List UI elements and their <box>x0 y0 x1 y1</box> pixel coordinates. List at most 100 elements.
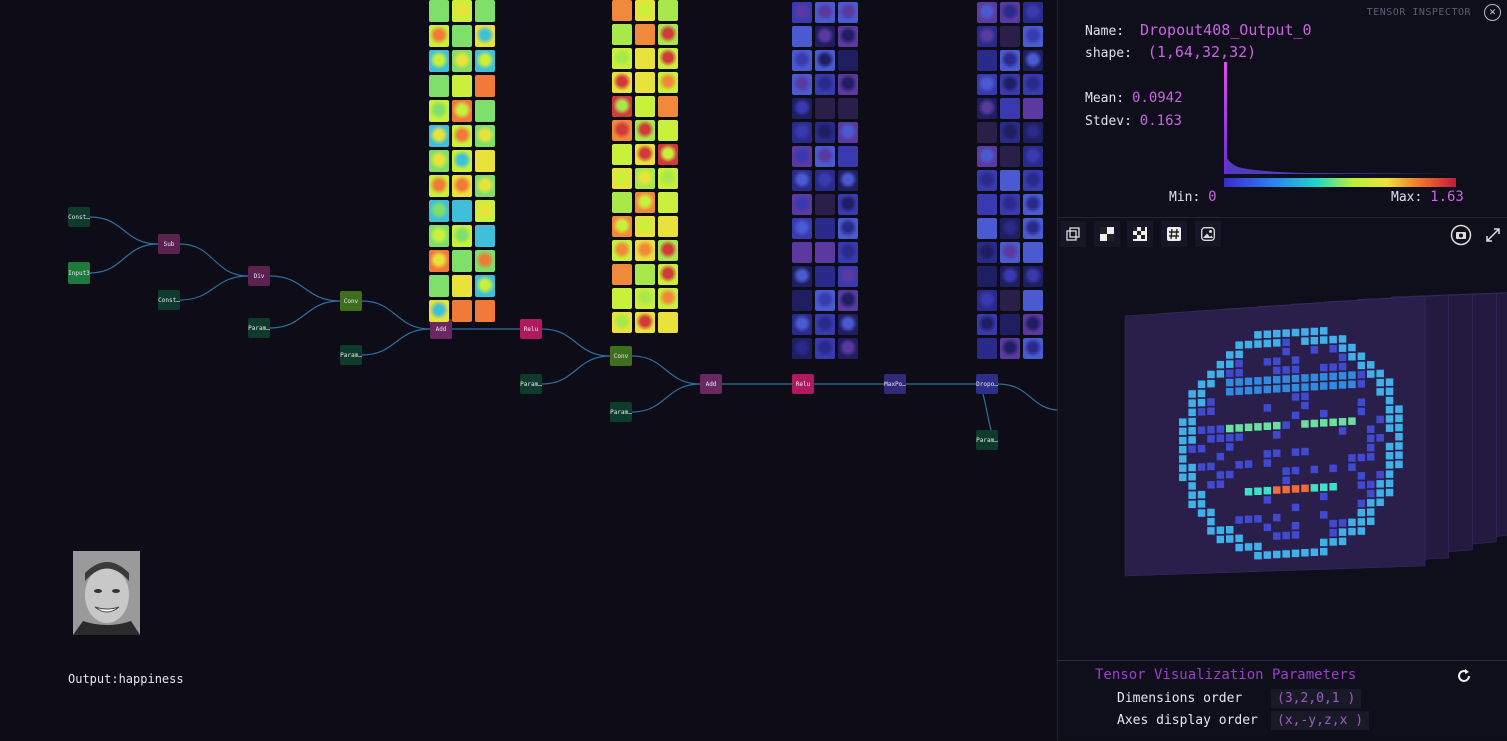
tensor-voxel <box>1376 370 1384 378</box>
tensor-voxel <box>1217 370 1225 378</box>
tensor-voxel <box>1207 463 1215 471</box>
feature-map-strip[interactable] <box>792 2 858 359</box>
feature-map-thumb <box>838 122 858 143</box>
feature-map-thumb <box>658 48 678 69</box>
value-histogram <box>1224 62 1456 188</box>
graph-node-relu1[interactable]: Relu <box>520 319 542 339</box>
tensor-voxel <box>1376 499 1384 507</box>
axes-order-input[interactable]: (x,-y,z,x ) <box>1271 711 1369 730</box>
feature-map-strip[interactable] <box>429 0 495 322</box>
feature-map-thumb <box>475 150 495 172</box>
feature-map-thumb <box>612 216 632 237</box>
tensor-voxel <box>1320 364 1328 372</box>
tensor-voxel <box>1273 551 1281 559</box>
tensor-voxel <box>1273 330 1281 338</box>
feature-map-strip[interactable] <box>612 0 678 333</box>
tensor-voxel <box>1358 527 1366 535</box>
feature-map-thumb <box>838 218 858 239</box>
close-button[interactable]: ✕ <box>1484 4 1501 21</box>
tensor-voxel <box>1245 488 1253 496</box>
graph-node-c5[interactable]: Param… <box>520 374 542 394</box>
graph-node-div[interactable]: Div <box>248 266 270 286</box>
tensor-voxel <box>1367 481 1375 489</box>
graph-node-conv1[interactable]: Conv <box>340 291 362 311</box>
tensor-voxel <box>1273 532 1281 540</box>
feature-map-thumb <box>612 312 632 333</box>
image-view-button[interactable] <box>1195 221 1221 247</box>
feature-map-thumb <box>815 98 835 119</box>
tensor-voxel <box>1386 378 1394 386</box>
tensor-voxel <box>1358 518 1366 526</box>
tensor-voxel <box>1179 446 1187 454</box>
close-icon: ✕ <box>1489 5 1496 18</box>
tensor-voxel <box>1376 471 1384 479</box>
copy-button[interactable] <box>1060 221 1086 247</box>
graph-node-c3[interactable]: Param… <box>248 318 270 338</box>
tensor-voxel <box>1188 418 1196 426</box>
checker-coarse-button[interactable] <box>1094 221 1120 247</box>
graph-canvas[interactable]: Const… Input3 Sub Const… Div Param… Conv Param…… <box>0 0 1057 740</box>
tensor-voxel <box>1292 467 1300 475</box>
tensor-voxel <box>1311 383 1319 391</box>
tensor-voxel <box>1358 362 1366 370</box>
tensor-voxel <box>1386 406 1394 414</box>
graph-node-add2[interactable]: Add <box>700 374 722 394</box>
grid-number-button[interactable] <box>1161 221 1187 247</box>
feature-map-thumb <box>815 218 835 239</box>
graph-node-in[interactable]: Input3 <box>68 262 90 284</box>
reset-icon[interactable] <box>1455 667 1473 685</box>
checker-fine-button[interactable] <box>1127 221 1153 247</box>
graph-node-c7[interactable]: Param… <box>976 430 998 450</box>
graph-edge <box>632 356 700 384</box>
graph-node-relu2[interactable]: Relu <box>792 374 814 394</box>
camera-button[interactable] <box>1448 222 1474 248</box>
graph-node-conv2[interactable]: Conv <box>610 346 632 366</box>
feature-map-thumb <box>612 168 632 189</box>
tensor-voxel <box>1367 370 1375 378</box>
stdev-key: Stdev: <box>1085 114 1132 129</box>
camera-icon <box>1450 224 1472 246</box>
tensor-voxel <box>1395 433 1403 441</box>
tensor-voxel <box>1245 516 1253 524</box>
feature-map-thumb <box>838 74 858 95</box>
tensor-voxel <box>1188 482 1196 490</box>
feature-map-thumb <box>612 0 632 21</box>
graph-node-pool[interactable]: MaxPo… <box>884 374 906 394</box>
feature-map-thumb <box>452 250 472 272</box>
feature-map-thumb <box>1023 122 1043 143</box>
feature-map-thumb <box>452 200 472 222</box>
tensor-voxel <box>1367 490 1375 498</box>
tensor-voxel <box>1348 353 1356 361</box>
feature-map-strip[interactable] <box>977 2 1043 359</box>
tensor-voxel <box>1292 375 1300 383</box>
graph-node-c1[interactable]: Const… <box>68 207 90 227</box>
tensor-voxel <box>1226 471 1234 479</box>
max-key: Max: <box>1391 190 1422 205</box>
graph-node-c4[interactable]: Param… <box>340 345 362 365</box>
expand-button[interactable] <box>1480 222 1506 248</box>
tensor-voxel <box>1311 549 1319 557</box>
tensor-voxel <box>1188 473 1196 481</box>
tensor-voxel <box>1311 466 1319 474</box>
tensor-3d-view[interactable] <box>1057 250 1507 660</box>
feature-map-thumb <box>475 300 495 322</box>
tensor-voxel <box>1217 536 1225 544</box>
graph-node-sub[interactable]: Sub <box>158 234 180 254</box>
mean-value: 0.0942 <box>1132 90 1183 106</box>
graph-node-add1[interactable]: Add <box>430 319 452 339</box>
tensor-voxel <box>1254 552 1262 560</box>
feature-map-thumb <box>635 168 655 189</box>
graph-node-c2[interactable]: Const… <box>158 290 180 310</box>
tensor-voxel <box>1339 381 1347 389</box>
feature-map-thumb <box>635 312 655 333</box>
graph-node-c6[interactable]: Param… <box>610 402 632 422</box>
tensor-voxel <box>1320 327 1328 335</box>
tensor-voxel <box>1301 393 1309 401</box>
tensor-voxel <box>1339 528 1347 536</box>
feature-map-thumb <box>977 338 997 359</box>
feature-map-thumb <box>635 96 655 117</box>
face-photo-icon <box>73 551 140 635</box>
dims-order-input[interactable]: (3,2,0,1 ) <box>1271 689 1361 708</box>
graph-node-drop[interactable]: Dropo… <box>976 374 998 394</box>
tensor-voxel <box>1367 444 1375 452</box>
